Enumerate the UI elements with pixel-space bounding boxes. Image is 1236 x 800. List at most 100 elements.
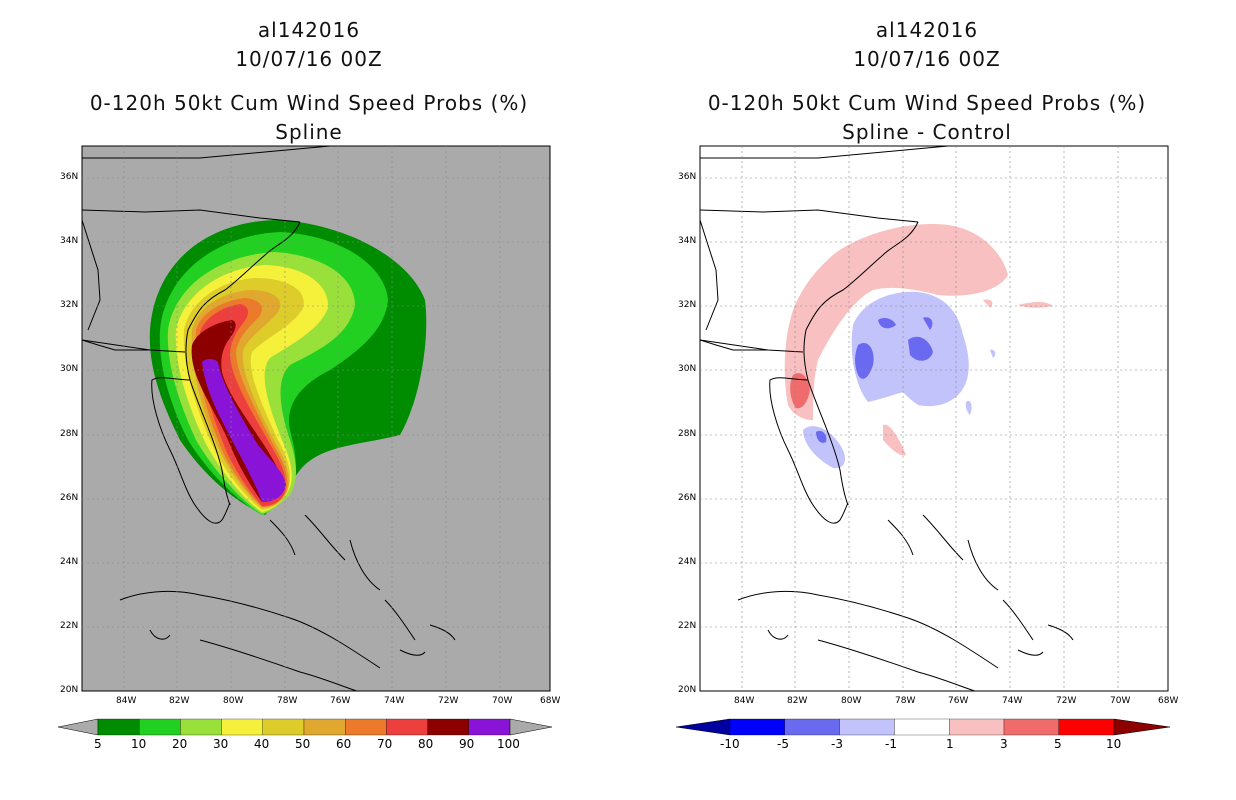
left-colorbar-box [180, 718, 222, 736]
difference-contours [784, 224, 1053, 469]
right-cb-label-m5: -5 [777, 737, 789, 751]
r-lat-label-34n: 34N [678, 236, 697, 246]
lat-label-24n: 24N [60, 557, 79, 567]
r-lat-label-24n: 24N [678, 557, 697, 567]
diff-positive-1 [784, 224, 1008, 420]
r-lon-label-72w: 72W [1056, 696, 1077, 706]
right-cb-label-3: 3 [1000, 737, 1008, 751]
left-colorbar-box [262, 718, 305, 736]
r-lat-label-32n: 32N [678, 300, 697, 310]
right-colorbar-box [1003, 718, 1059, 736]
right-product-title: 0-120h 50kt Cum Wind Speed Probs (%) [707, 91, 1147, 115]
right-map [699, 145, 1169, 692]
r-lon-label-80w: 80W [841, 696, 862, 706]
left-cb-label-80: 80 [418, 737, 434, 751]
lat-label-20n: 20N [60, 685, 79, 695]
right-colorbar-box [729, 718, 785, 736]
right-cb-label-m1: -1 [885, 737, 897, 751]
lon-label-72w: 72W [438, 696, 459, 706]
r-lat-label-20n: 20N [678, 685, 697, 695]
right-colorbar-box [894, 718, 950, 736]
left-colorbar-box [221, 718, 263, 736]
right-cb-label-1: 1 [946, 737, 954, 751]
lat-label-26n: 26N [60, 493, 79, 503]
r-lon-label-76w: 76W [948, 696, 969, 706]
left-cb-label-10: 10 [131, 737, 147, 751]
left-grid [82, 146, 550, 691]
lon-label-84w: 84W [116, 696, 137, 706]
lon-label-78w: 78W [277, 696, 298, 706]
r-lon-label-82w: 82W [787, 696, 808, 706]
r-lat-label-22n: 22N [678, 621, 697, 631]
r-lon-label-68w: 68W [1158, 696, 1179, 706]
left-colorbar [57, 718, 553, 736]
left-cb-label-30: 30 [213, 737, 229, 751]
lat-label-34n: 34N [60, 236, 79, 246]
lon-label-82w: 82W [169, 696, 190, 706]
lat-label-22n: 22N [60, 621, 79, 631]
right-colorbar-box [784, 718, 840, 736]
right-colorbar-box [839, 718, 895, 736]
left-colorbar-box [97, 718, 140, 736]
left-cb-label-70: 70 [377, 737, 393, 751]
left-method-title: Spline [275, 120, 343, 144]
left-cb-label-60: 60 [336, 737, 352, 751]
lon-label-80w: 80W [223, 696, 244, 706]
diff-negative-3 [803, 426, 845, 469]
left-colorbar-box [468, 718, 511, 736]
right-colorbar [675, 718, 1171, 736]
left-storm-id: al142016 [257, 18, 361, 42]
diff-negative-4 [816, 430, 827, 443]
r-lat-label-28n: 28N [678, 429, 697, 439]
lon-label-68w: 68W [540, 696, 561, 706]
right-cb-label-10: 10 [1106, 737, 1122, 751]
left-cb-label-50: 50 [295, 737, 311, 751]
diff-negative-5 [965, 349, 996, 415]
r-lon-label-74w: 74W [1002, 696, 1023, 706]
contour-100 [202, 359, 286, 502]
lon-label-74w: 74W [384, 696, 405, 706]
left-colorbar-box [139, 718, 181, 736]
diff-positive-3 [883, 424, 906, 456]
left-cb-label-20: 20 [172, 737, 188, 751]
right-colorbar-low-arrow [675, 718, 731, 736]
left-forecast-time: 10/07/16 00Z [235, 47, 383, 71]
r-lon-label-78w: 78W [895, 696, 916, 706]
left-colorbar-box [386, 718, 428, 736]
right-colorbar-box [1058, 718, 1114, 736]
right-cb-label-m3: -3 [831, 737, 843, 751]
left-colorbar-low-arrow [57, 718, 99, 736]
right-storm-id: al142016 [875, 18, 979, 42]
r-lon-label-70w: 70W [1110, 696, 1131, 706]
left-colorbar-box [345, 718, 387, 736]
lat-label-30n: 30N [60, 364, 79, 374]
left-colorbar-box [427, 718, 469, 736]
left-map [81, 145, 551, 692]
left-map-panel: al142016 10/07/16 00Z 0-120h 50kt Cum Wi… [57, 18, 561, 751]
left-cb-label-100: 100 [497, 737, 520, 751]
left-colorbar-box [303, 718, 346, 736]
left-coastlines [82, 146, 456, 691]
left-colorbar-high-arrow [509, 718, 553, 736]
lat-label-32n: 32N [60, 300, 79, 310]
right-method-title: Spline - Control [842, 120, 1012, 144]
right-cb-label-5: 5 [1054, 737, 1062, 751]
r-lat-label-36n: 36N [678, 172, 697, 182]
left-cb-label-5: 5 [94, 737, 102, 751]
diff-negative-2 [855, 317, 933, 379]
right-colorbar-box [949, 718, 1005, 736]
lat-label-28n: 28N [60, 429, 79, 439]
lon-label-76w: 76W [330, 696, 351, 706]
left-cb-label-90: 90 [459, 737, 475, 751]
r-lat-label-26n: 26N [678, 493, 697, 503]
probability-contours [149, 220, 427, 515]
right-colorbar-high-arrow [1113, 718, 1171, 736]
lat-label-36n: 36N [60, 172, 79, 182]
left-cb-label-40: 40 [254, 737, 270, 751]
left-product-title: 0-120h 50kt Cum Wind Speed Probs (%) [89, 91, 529, 115]
lon-label-70w: 70W [492, 696, 513, 706]
right-cb-label-m10: -10 [720, 737, 740, 751]
right-grid [700, 146, 1168, 691]
r-lon-label-84w: 84W [734, 696, 755, 706]
right-forecast-time: 10/07/16 00Z [853, 47, 1001, 71]
